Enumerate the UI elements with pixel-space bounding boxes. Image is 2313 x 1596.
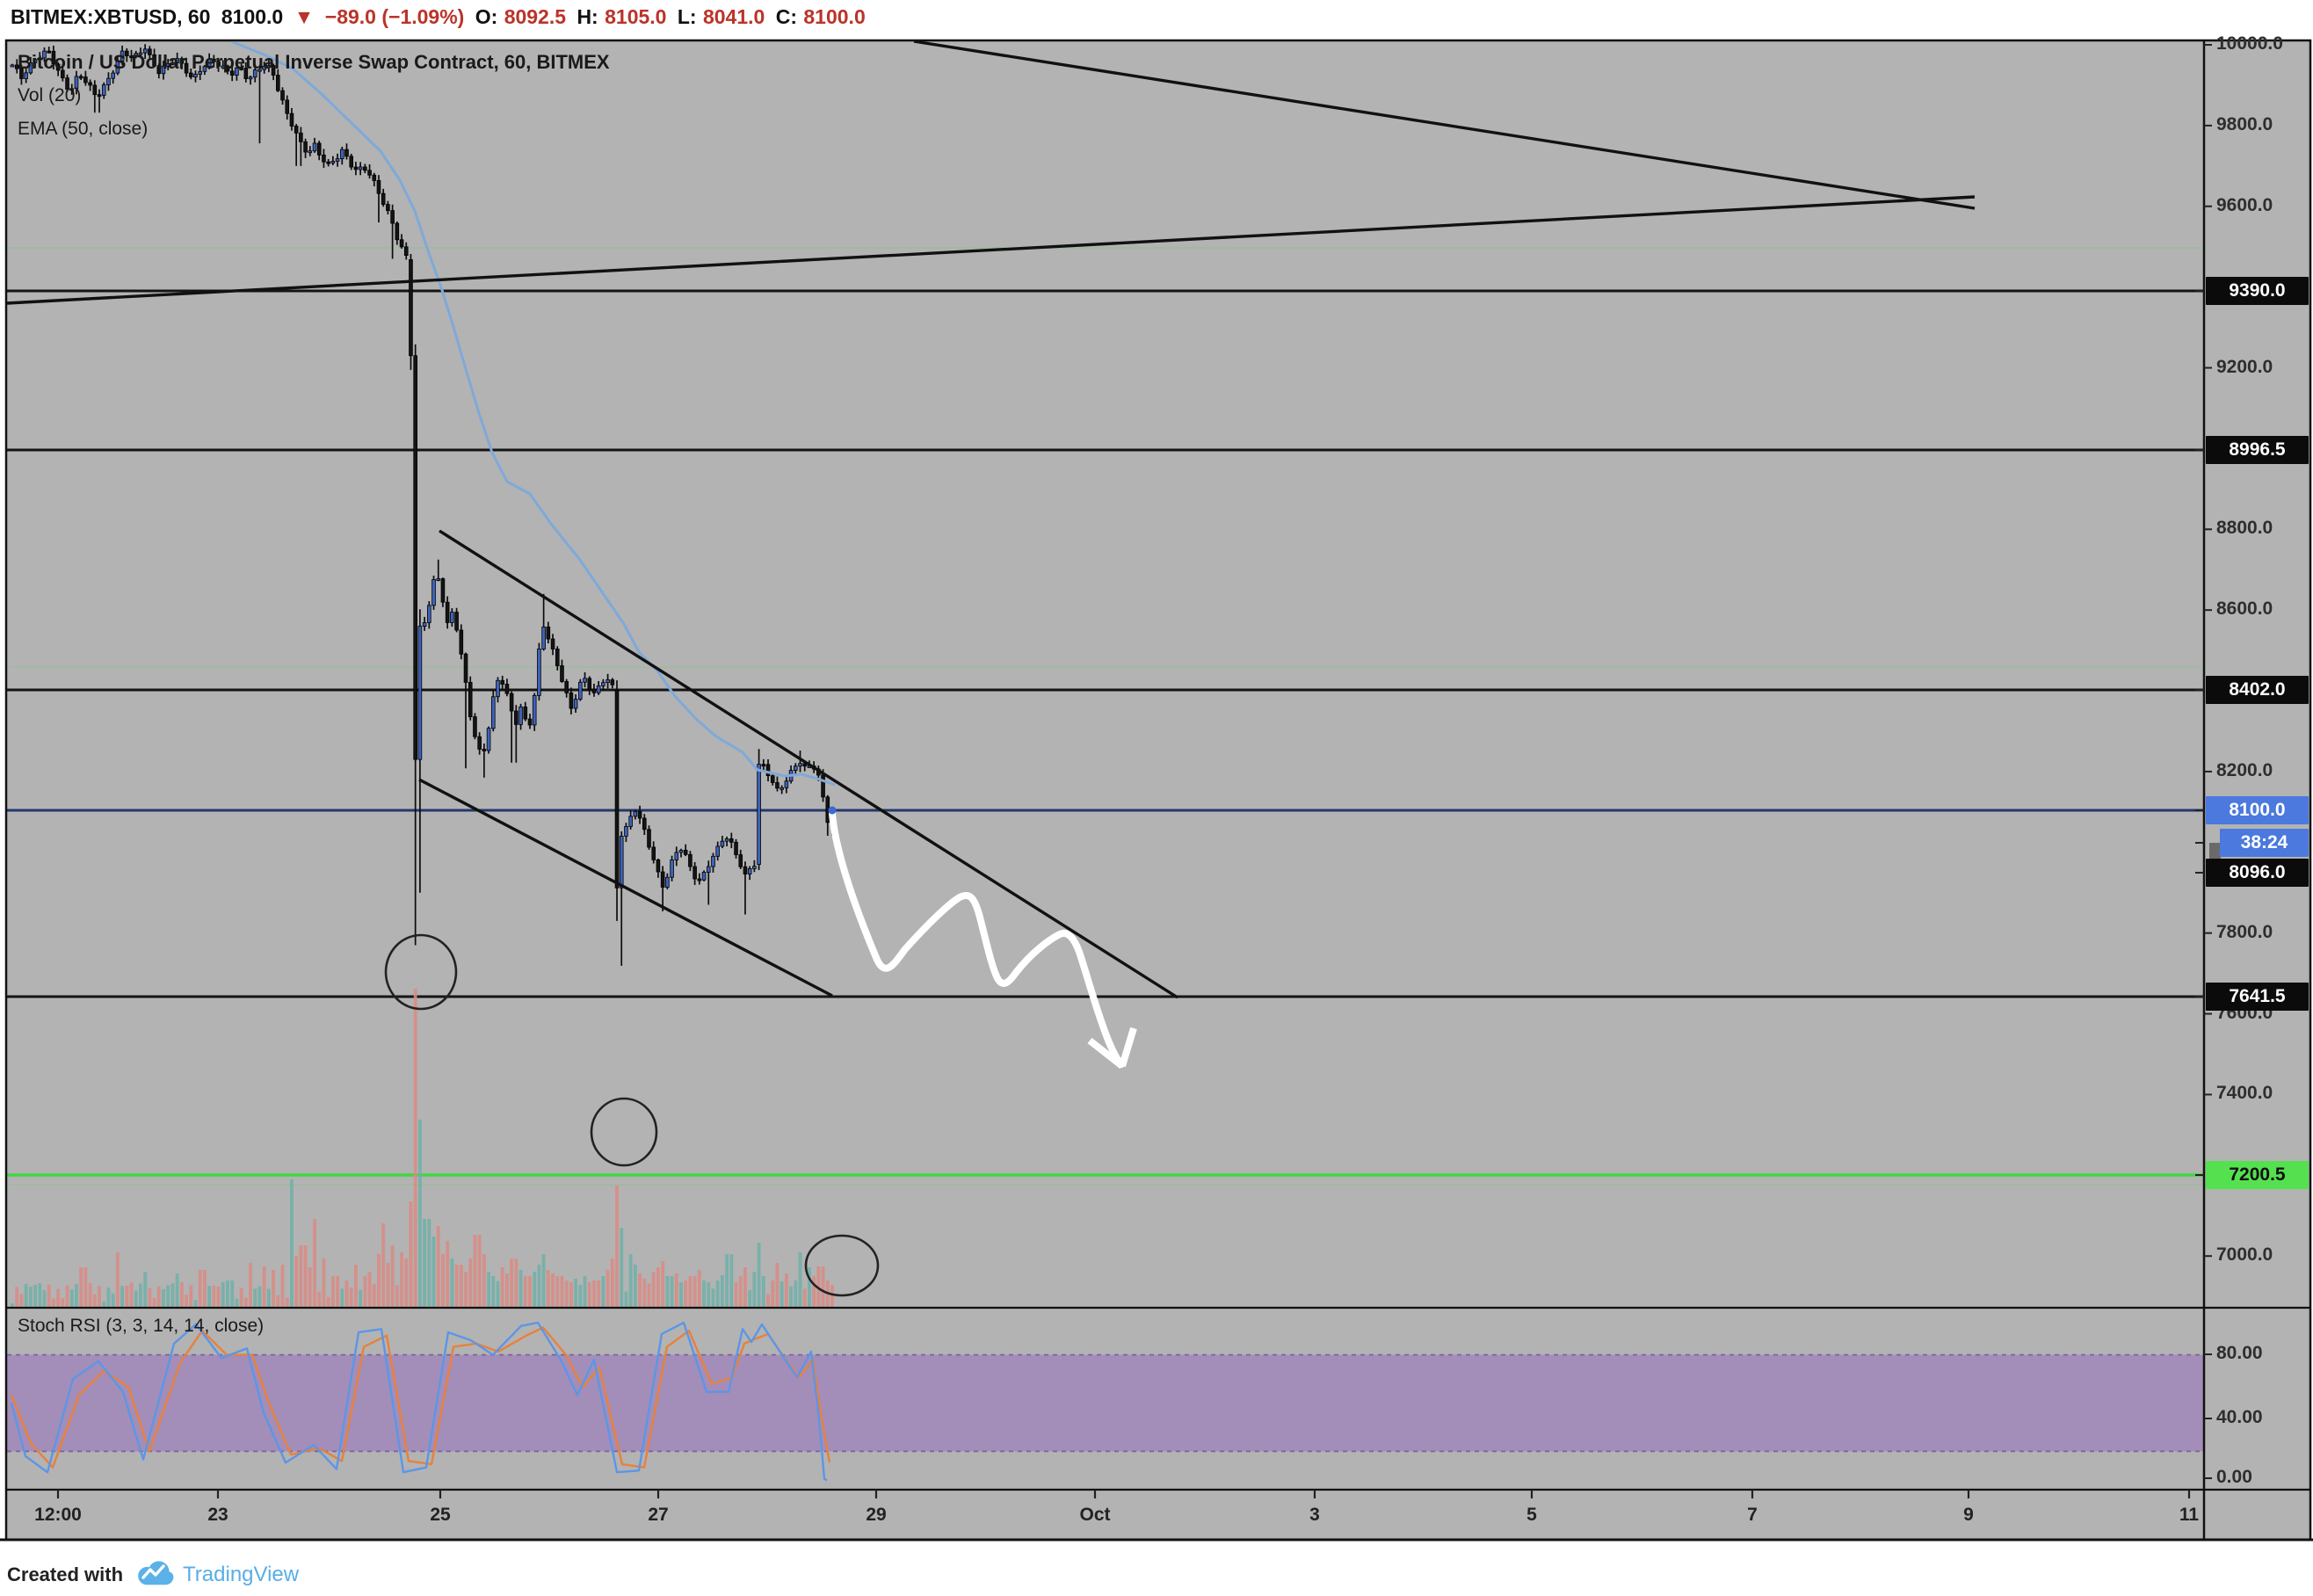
last-price-dot — [828, 806, 837, 815]
trendline — [6, 195, 1976, 305]
price-axis-label: 7800.0 — [2216, 921, 2273, 942]
time-axis-label: 23 — [207, 1505, 228, 1525]
price-axis-label: 7400.0 — [2216, 1083, 2273, 1104]
arrow-head — [1087, 1037, 1125, 1070]
close-value: 8100.0 — [803, 5, 866, 28]
candles-layer — [10, 44, 835, 966]
tradingview-wordmark[interactable]: TradingView — [183, 1563, 300, 1586]
stoch-rsi-legend[interactable]: Stoch RSI (3, 3, 14, 14, close) — [18, 1316, 265, 1336]
level-price-badge: 7641.5 — [2206, 983, 2309, 1011]
circle-annotation — [384, 933, 458, 1011]
price-axis-label: 8600.0 — [2216, 598, 2273, 620]
footer-attribution: Created with TradingView — [7, 1557, 299, 1592]
price-axis-label: 9200.0 — [2216, 356, 2273, 377]
stoch-band — [7, 1353, 2204, 1453]
high-label: H: — [576, 5, 598, 28]
ema-indicator-legend[interactable]: EMA (50, close) — [18, 119, 149, 139]
open-label: O: — [475, 5, 498, 28]
stoch-axis-label: 0.00 — [2216, 1467, 2252, 1487]
close-label: C: — [775, 5, 797, 28]
collapsed-label-tab[interactable] — [2209, 843, 2221, 859]
volume-indicator-legend[interactable]: Vol (20) — [18, 85, 82, 105]
trendline — [439, 529, 1178, 999]
tradingview-logo-icon[interactable] — [135, 1558, 178, 1592]
faint-level-lines — [7, 247, 2204, 1186]
level-price-badge: 9390.0 — [2206, 277, 2309, 305]
projection-arrow — [829, 810, 1137, 1070]
arrow-body — [829, 810, 1125, 1068]
time-axis-label: 27 — [648, 1505, 669, 1525]
time-axis-label: 12:00 — [34, 1505, 82, 1525]
last-price: 8100.0 — [221, 5, 284, 28]
price-axis-label: 9800.0 — [2216, 113, 2273, 134]
time-axis-label: Oct — [1079, 1505, 1111, 1525]
arrow-head — [1119, 1027, 1137, 1068]
down-arrow-icon: ▼ — [294, 5, 315, 28]
chart-frame — [0, 39, 2313, 1542]
price-change: −89.0 (−1.09%) — [324, 5, 465, 28]
chart-background — [5, 40, 2311, 1540]
circle-annotation — [590, 1097, 658, 1167]
axis-tick-marks — [56, 44, 2212, 1498]
time-axis-label: 3 — [1309, 1505, 1320, 1525]
trendlines-layer — [6, 40, 1976, 999]
price-axis-label: 8800.0 — [2216, 518, 2273, 539]
time-axis-label: 7 — [1747, 1505, 1758, 1525]
low-value: 8041.0 — [702, 5, 765, 28]
level-price-badge: 8096.0 — [2206, 859, 2309, 887]
price-axis-label: 9600.0 — [2216, 194, 2273, 215]
current-price-badge: 38:24 — [2220, 829, 2309, 857]
price-axis-label: 7000.0 — [2216, 1244, 2273, 1266]
high-value: 8105.0 — [605, 5, 667, 28]
circle-annotation — [804, 1234, 880, 1297]
time-axis-label: 25 — [430, 1505, 451, 1525]
stoch-axis-label: 80.00 — [2216, 1343, 2263, 1363]
stoch-lines — [10, 1321, 831, 1482]
time-axis-label: 29 — [866, 1505, 887, 1525]
ema-line — [230, 42, 836, 787]
series-legend-title[interactable]: Bitcoin / US Dollar Perpetual Inverse Sw… — [18, 51, 610, 73]
circle-annotations — [384, 933, 880, 1297]
horizontal-level-lines — [7, 289, 2204, 1177]
created-with-text: Created with — [7, 1563, 124, 1585]
stoch-k-line — [10, 1321, 828, 1482]
symbol-header: BITMEX:XBTUSD, 60 8100.0 ▼ −89.0 (−1.09%… — [11, 5, 871, 35]
price-axis-label: 10000.0 — [2216, 33, 2283, 54]
trendline — [418, 778, 833, 997]
stoch-axis-label: 40.00 — [2216, 1407, 2263, 1427]
time-axis-label: 5 — [1526, 1505, 1537, 1525]
open-value: 8092.5 — [504, 5, 567, 28]
level-price-badge: 8996.5 — [2206, 436, 2309, 464]
trendline — [913, 40, 1976, 210]
time-axis-label: 9 — [1963, 1505, 1974, 1525]
current-price-badge: 8100.0 — [2206, 796, 2309, 824]
symbol-title[interactable]: BITMEX:XBTUSD, 60 — [11, 5, 211, 28]
green-level-badge: 7200.5 — [2206, 1161, 2309, 1189]
low-label: L: — [677, 5, 697, 28]
level-price-badge: 8402.0 — [2206, 676, 2309, 704]
volume-bars-layer — [11, 989, 834, 1307]
price-axis-label: 8200.0 — [2216, 759, 2273, 780]
time-axis-label: 11 — [2179, 1505, 2200, 1525]
